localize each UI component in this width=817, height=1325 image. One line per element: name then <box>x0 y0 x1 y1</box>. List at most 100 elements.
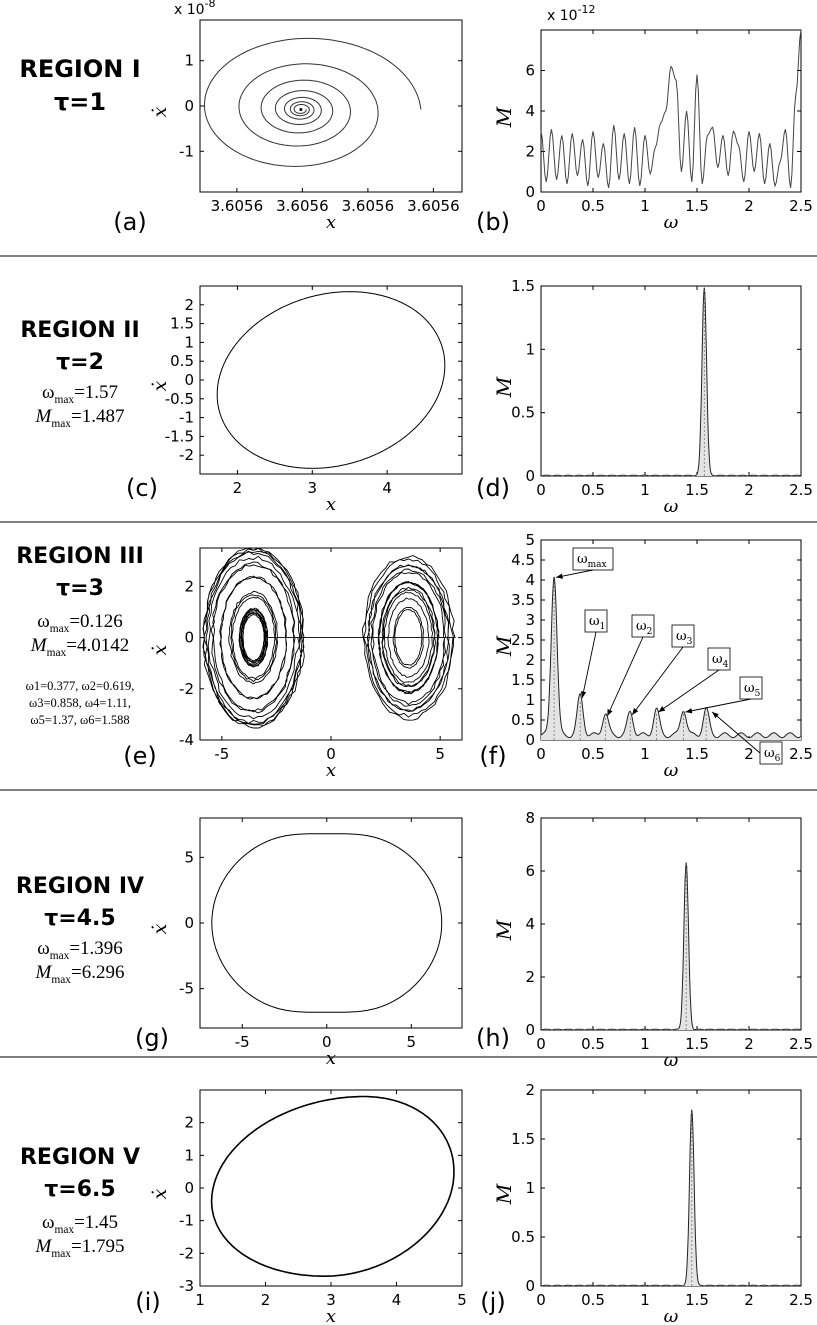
x-tick-label: 1 <box>640 745 650 763</box>
region-3-m-max: Mmax=4.0142 <box>30 635 130 659</box>
x-tick-label: 3.6056 <box>276 197 329 215</box>
peak-annotation-arrow <box>711 711 761 754</box>
x-tick-label: 1.5 <box>685 745 709 763</box>
y-tick-label: 2 <box>184 1114 194 1132</box>
y-tick-label: 2 <box>525 968 535 986</box>
y-tick-label: 2.5 <box>511 631 535 649</box>
panel-label: (h) <box>476 1024 510 1052</box>
x-tick-label: 5 <box>435 745 445 763</box>
y-axis-label: M <box>492 1183 516 1205</box>
panel-label: (e) <box>123 742 157 770</box>
y-axis-label: ẋ <box>149 923 171 934</box>
region-5-omega-max: ωmax=1.45 <box>41 1212 119 1236</box>
x-tick-label: 1 <box>640 481 650 499</box>
spectrum-fill <box>541 1109 801 1286</box>
x-tick-label: 1 <box>640 1035 650 1053</box>
y-tick-label: -3 <box>179 1277 194 1295</box>
peak-annotation-arrow <box>631 646 684 716</box>
x-tick-label: 1 <box>640 1291 650 1309</box>
limit-cycle <box>210 1095 455 1277</box>
y-tick-label: 0 <box>184 629 194 647</box>
y-axis-label: M <box>492 919 516 941</box>
x-tick-label: 2 <box>744 1291 754 1309</box>
x-tick-label: 3 <box>308 479 318 497</box>
y-tick-label: 2 <box>184 296 194 314</box>
y-tick-label: 1.5 <box>511 671 535 689</box>
panel-label: (i) <box>135 1288 160 1316</box>
y-axis-label: ẋ <box>149 380 171 391</box>
region-3-label: REGION III <box>16 544 144 569</box>
y-tick-label: 6 <box>525 62 535 80</box>
y-tick-label: -1 <box>179 409 194 427</box>
x-tick-label: 2.5 <box>789 197 813 215</box>
peak-annotation-arrowhead <box>607 709 613 716</box>
x-axis-label: x <box>326 1048 336 1069</box>
chaotic-attractor <box>202 548 456 729</box>
x-axis-label: ω <box>664 496 679 517</box>
y-tick-label: 0 <box>525 467 535 485</box>
y-tick-label: -1.5 <box>165 427 194 445</box>
x-tick-label: 2 <box>744 481 754 499</box>
y-tick-label: 1 <box>525 1179 535 1197</box>
spectrum-line <box>540 287 802 477</box>
y-tick-label: 0 <box>525 183 535 201</box>
y-tick-label: 6 <box>525 862 535 880</box>
y-tick-label: 0.5 <box>511 1228 535 1246</box>
peak-annotation-arrowhead <box>658 706 666 712</box>
y-tick-label: -1 <box>179 1212 194 1230</box>
peak-annotation-arrow <box>606 636 644 717</box>
x-tick-label: 1.5 <box>685 1035 709 1053</box>
x-tick-label: 2.5 <box>789 481 813 499</box>
x-tick-label: 1.5 <box>685 197 709 215</box>
y-tick-label: 4.5 <box>511 551 535 569</box>
x-tick-label: 0.5 <box>581 1035 605 1053</box>
y-tick-label: -5 <box>179 980 194 998</box>
x-tick-label: -5 <box>214 745 229 763</box>
peak-annotation-arrow <box>581 631 597 699</box>
region-3-tau: τ=3 <box>56 576 104 601</box>
y-exponent-power: -8 <box>205 0 216 10</box>
region-4-label: REGION IV <box>15 874 145 899</box>
x-tick-label: 1 <box>640 197 650 215</box>
plot-area-1 <box>540 29 802 193</box>
y-axis-label: M <box>492 376 516 398</box>
x-tick-label: 0.5 <box>581 197 605 215</box>
peak-annotation-arrow <box>658 669 720 713</box>
y-axis-label: ẋ <box>149 644 171 655</box>
y-tick-label: 0 <box>184 371 194 389</box>
y-tick-label: 1.5 <box>511 277 535 295</box>
y-tick-label: 3.5 <box>511 591 535 609</box>
peak-annotation-arrowhead <box>685 708 693 714</box>
y-exponent: x 10-12 <box>547 3 596 24</box>
y-tick-label: -2 <box>179 446 194 464</box>
y-tick-label: 1 <box>184 1146 194 1164</box>
peak-annotation-arrowhead <box>556 573 563 579</box>
region-5-label: REGION V <box>19 1145 140 1170</box>
limit-cycle <box>216 291 446 469</box>
x-tick-label: 2 <box>233 479 243 497</box>
spectrum-fill <box>541 287 801 476</box>
x-tick-label: 2 <box>744 1035 754 1053</box>
plot-area-2 <box>199 285 463 475</box>
y-tick-label: 1.5 <box>170 315 194 333</box>
peak-annotation-sub: 1 <box>600 622 606 632</box>
y-tick-label: -4 <box>179 731 194 749</box>
x-axis-label: x <box>326 494 336 515</box>
y-tick-label: -1 <box>179 142 194 160</box>
x-axis-label: x <box>326 1306 336 1325</box>
x-axis-label: ω <box>664 1306 679 1325</box>
peak-annotation-sub: 3 <box>687 637 693 647</box>
region-3-harmonics-2: ω3=0.858, ω4=1.11, <box>29 696 131 710</box>
region-2-m-max: Mmax=1.487 <box>35 406 125 430</box>
x-tick-label: 2 <box>261 1291 271 1309</box>
panel-label: (j) <box>480 1288 505 1316</box>
peak-annotation-arrowhead <box>580 691 587 698</box>
x-axis-label: ω <box>664 760 679 781</box>
x-tick-label: 2.5 <box>789 1291 813 1309</box>
x-tick-label: 0 <box>536 197 546 215</box>
region-4-m-max: Mmax=6.296 <box>35 962 125 986</box>
equilibrium-point <box>299 107 303 111</box>
y-tick-label: 0 <box>184 1179 194 1197</box>
peak-annotation-arrowhead <box>632 708 639 715</box>
y-tick-label: 0.5 <box>511 711 535 729</box>
